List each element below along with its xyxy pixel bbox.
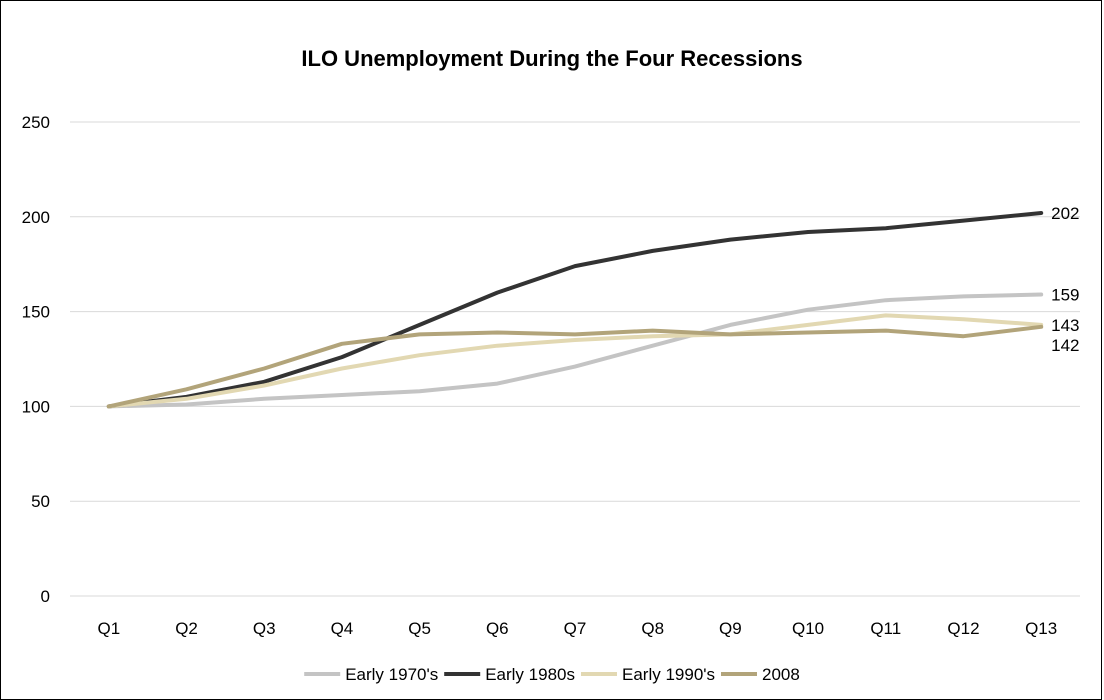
y-tick-label: 150 — [22, 303, 50, 322]
chart-title: ILO Unemployment During the Four Recessi… — [301, 46, 802, 71]
y-tick-label: 200 — [22, 208, 50, 227]
series-line — [106, 313, 1044, 409]
x-axis-ticks: Q1 Q2 Q3 Q4 Q5 Q6 Q7 Q8 Q9 Q10 Q11 Q12 Q13 — [98, 619, 1058, 638]
series-lines — [106, 211, 1044, 409]
legend-item: Early 1980s — [444, 665, 575, 684]
series-line — [106, 324, 1044, 409]
gridlines — [70, 121, 1080, 597]
x-tick-label: Q12 — [947, 619, 979, 638]
series-end-label: 142 — [1051, 336, 1079, 355]
x-tick-label: Q1 — [98, 619, 121, 638]
y-axis-ticks: 0 50 100 150 200 250 — [22, 113, 50, 606]
x-tick-label: Q8 — [641, 619, 664, 638]
legend-label: Early 1980s — [485, 665, 575, 684]
legend-label: Early 1970's — [345, 665, 438, 684]
legend-item: Early 1990's — [581, 665, 715, 684]
x-tick-label: Q10 — [792, 619, 824, 638]
y-tick-label: 100 — [22, 397, 50, 416]
y-tick-label: 0 — [41, 587, 50, 606]
legend: Early 1970's Early 1980s Early 1990's 2008 — [304, 665, 800, 684]
x-tick-label: Q7 — [564, 619, 587, 638]
x-tick-label: Q4 — [331, 619, 354, 638]
legend-label: 2008 — [762, 665, 800, 684]
y-tick-label: 50 — [31, 492, 50, 511]
legend-label: Early 1990's — [622, 665, 715, 684]
x-tick-label: Q9 — [719, 619, 742, 638]
series-line — [106, 211, 1044, 409]
series-line — [106, 292, 1044, 409]
x-tick-label: Q2 — [175, 619, 198, 638]
y-tick-label: 250 — [22, 113, 50, 132]
series-end-label: 202 — [1051, 204, 1079, 223]
series-end-label: 143 — [1051, 316, 1079, 335]
x-tick-label: Q13 — [1025, 619, 1057, 638]
legend-item: Early 1970's — [304, 665, 438, 684]
series-end-label: 159 — [1051, 286, 1079, 305]
x-tick-label: Q11 — [870, 619, 901, 638]
legend-item: 2008 — [721, 665, 800, 684]
x-tick-label: Q6 — [486, 619, 509, 638]
x-tick-label: Q3 — [253, 619, 276, 638]
x-tick-label: Q5 — [408, 619, 431, 638]
